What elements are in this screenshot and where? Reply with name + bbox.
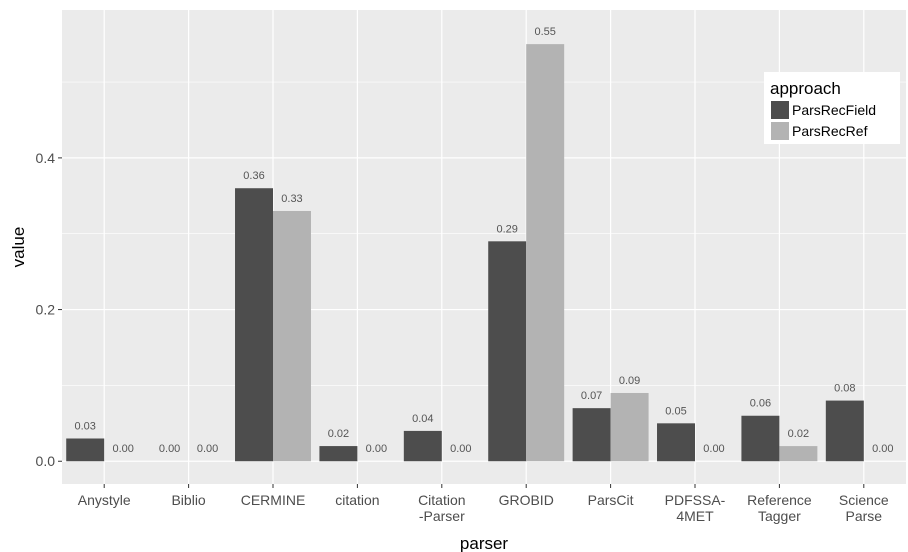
bar-value-label: 0.05 xyxy=(665,405,686,417)
bar-value-label: 0.00 xyxy=(366,443,387,455)
x-tick-label: Biblio xyxy=(171,492,205,508)
bar-ParsRecRef xyxy=(610,392,649,462)
bar-ParsRecRef xyxy=(526,44,565,462)
x-tick-label-line: Biblio xyxy=(171,492,205,508)
x-tick-label: Science Parse xyxy=(839,492,889,524)
bar-value-label: 0.55 xyxy=(534,26,555,38)
bar-value-label: 0.00 xyxy=(112,443,133,455)
y-tick-label: 0.4 xyxy=(36,150,56,166)
bar-ParsRecField xyxy=(741,415,780,462)
bar-value-label: 0.06 xyxy=(750,398,771,410)
y-tick-label: 0.2 xyxy=(36,302,56,318)
bar-value-label: 0.00 xyxy=(872,443,893,455)
bar-value-label: 0.00 xyxy=(197,443,218,455)
y-axis: 0.0 0.2 0.4 xyxy=(36,150,62,469)
bar-value-label: 0.03 xyxy=(74,420,95,432)
x-tick-label: Reference Tagger xyxy=(747,492,812,524)
bar-value-label: 0.04 xyxy=(412,413,433,425)
x-tick-label: Citation -Parser xyxy=(418,492,465,524)
bar-ParsRecField xyxy=(403,430,442,462)
legend-label: ParsRecRef xyxy=(792,123,868,139)
legend-items: ParsRecField ParsRecRef xyxy=(771,101,876,140)
legend-title: approach xyxy=(770,79,841,98)
x-tick-label-line: ParsCit xyxy=(588,492,634,508)
x-tick-label: ParsCit xyxy=(588,492,634,508)
x-axis-title: parser xyxy=(460,534,509,552)
bar-ParsRecField xyxy=(235,188,273,462)
x-tick-label: PDFSSA-4MET xyxy=(665,492,726,524)
bar-value-label: 0.08 xyxy=(834,383,855,395)
bars xyxy=(66,44,864,462)
x-tick-label-line: Anystyle xyxy=(78,492,131,508)
x-tick-label-line: -Parser xyxy=(419,508,465,524)
x-tick-label-line: CERMINE xyxy=(241,492,306,508)
bar-ParsRecField xyxy=(657,423,695,462)
x-tick-label: CERMINE xyxy=(241,492,306,508)
x-tick-label-line: Reference xyxy=(747,492,812,508)
y-tick-label: 0.0 xyxy=(36,453,56,469)
bar-value-label: 0.29 xyxy=(496,223,517,235)
bar-ParsRecField xyxy=(319,446,358,462)
bar-value-label: 0.02 xyxy=(328,428,349,440)
x-tick-label-line: Parse xyxy=(846,508,883,524)
bar-ParsRecField xyxy=(572,408,611,462)
bar-value-label: 0.36 xyxy=(243,170,264,182)
x-tick-label-line: Science xyxy=(839,492,889,508)
x-tick-label-line: PDFSSA- xyxy=(665,492,726,508)
x-tick-label-line: Citation xyxy=(418,492,465,508)
bar-ParsRecField xyxy=(488,241,527,462)
x-tick-label: Anystyle xyxy=(78,492,131,508)
bar-value-label: 0.33 xyxy=(281,193,302,205)
bar-value-label: 0.09 xyxy=(619,375,640,387)
bar-value-label: 0.00 xyxy=(159,443,180,455)
x-tick-label-line: 4MET xyxy=(676,508,714,524)
bar-value-label: 0.02 xyxy=(788,428,809,440)
bar-value-label: 0.07 xyxy=(581,390,602,402)
bar-value-labels: 0.03 0.00 0.36 0.02 0.04 0.29 0.07 0.05 0.06 0.08… xyxy=(74,26,893,455)
legend-swatch xyxy=(771,101,789,119)
legend: approach ParsRecField ParsRecRef xyxy=(764,72,900,144)
bar-ParsRecRef xyxy=(779,446,818,462)
bar-value-label: 0.00 xyxy=(703,443,724,455)
x-axis: Anystyle Biblio CERMINE citation Citation -Pa… xyxy=(78,484,889,524)
bar-ParsRecRef xyxy=(273,210,311,462)
bar-value-label: 0.00 xyxy=(450,443,471,455)
legend-swatch xyxy=(771,122,789,140)
x-tick-label-line: GROBID xyxy=(499,492,554,508)
y-axis-title: value xyxy=(9,227,28,268)
x-tick-label-line: citation xyxy=(335,492,379,508)
grid-lines xyxy=(62,10,906,484)
legend-label: ParsRecField xyxy=(792,102,876,118)
bar-ParsRecField xyxy=(825,400,864,462)
bar-ParsRecField xyxy=(66,438,105,462)
x-tick-label-line: Tagger xyxy=(758,508,801,524)
x-tick-label: citation xyxy=(335,492,379,508)
x-tick-label: GROBID xyxy=(499,492,554,508)
